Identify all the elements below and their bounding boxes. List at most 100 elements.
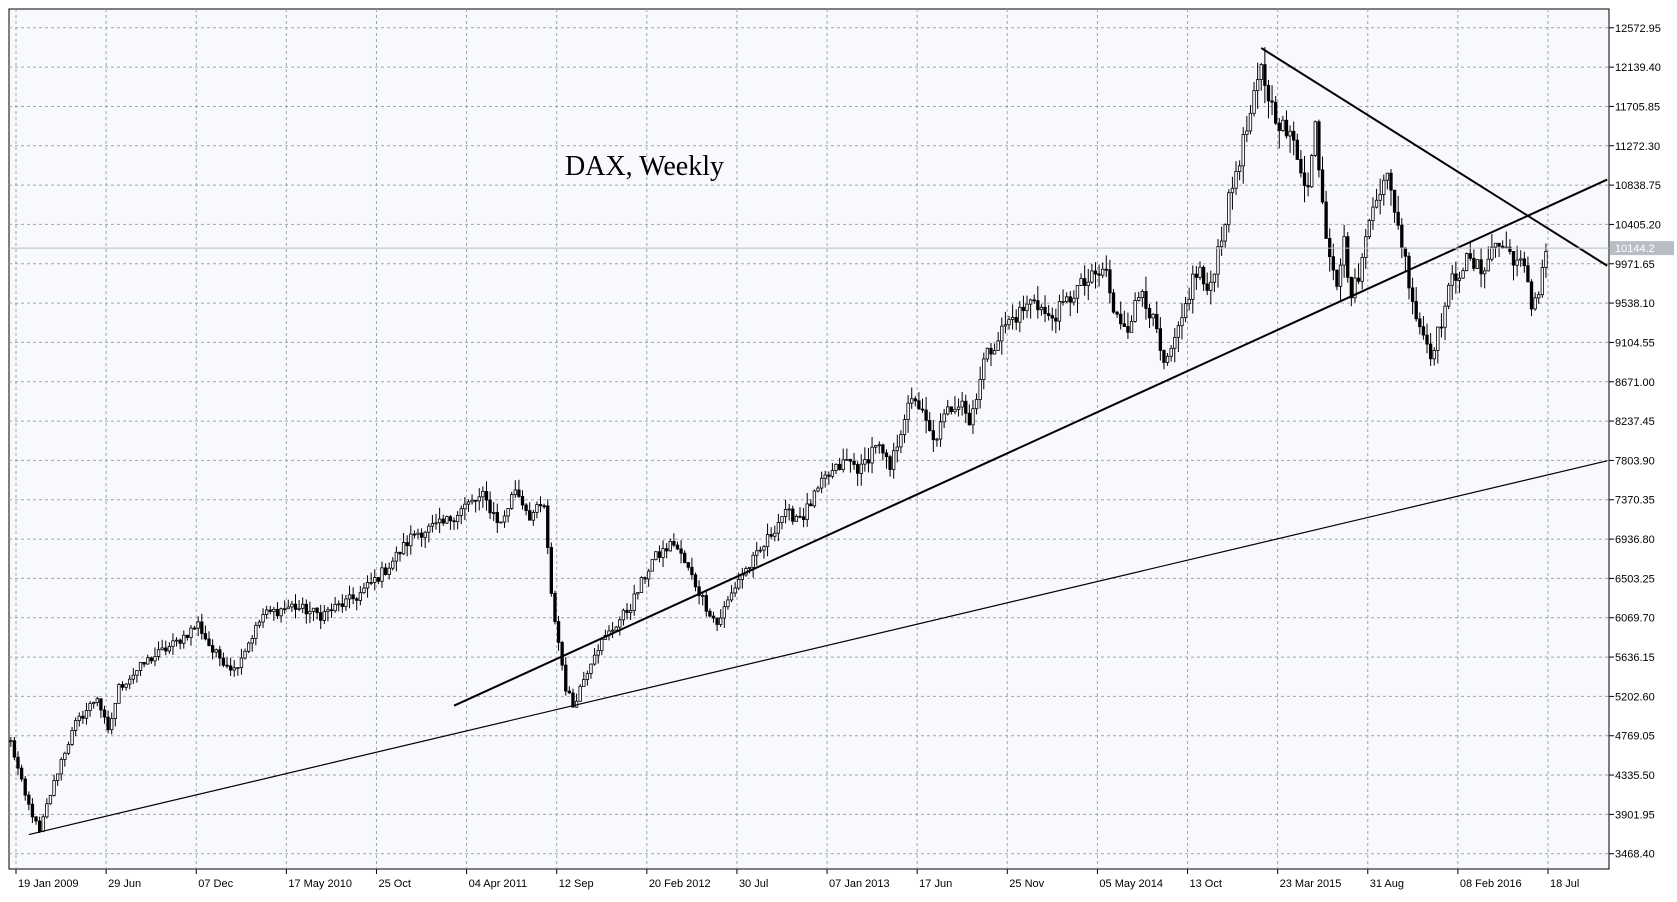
candle-body (391, 560, 395, 569)
candle-body (538, 504, 543, 507)
candle-body (455, 515, 460, 523)
candle-body (870, 446, 874, 464)
candle-body (1039, 306, 1044, 311)
candle-body (272, 608, 276, 612)
candle-body (27, 794, 31, 805)
candle-body (1097, 273, 1101, 276)
candle-body (1306, 185, 1310, 188)
candle-body (596, 650, 600, 656)
candle-body (120, 684, 125, 688)
candle-body (167, 645, 172, 652)
x-tick-label: 07 Dec (198, 878, 233, 890)
candle-body (488, 499, 492, 514)
candle-body (1115, 311, 1119, 315)
candle-body (1061, 301, 1065, 303)
candle-body (1299, 159, 1303, 174)
candle-body (1450, 273, 1454, 286)
candle-body (333, 603, 337, 612)
candle-body (888, 456, 892, 470)
candle-body (1281, 119, 1285, 131)
candle-body (971, 408, 975, 426)
candle-body (351, 594, 355, 600)
candle-body (1064, 296, 1069, 302)
candle-body (1090, 270, 1094, 283)
candle-body (329, 609, 334, 612)
plot-area (8, 8, 1610, 870)
candle-body (996, 340, 1000, 351)
candle-body (412, 533, 417, 536)
candle-body (1173, 336, 1177, 349)
candle-body (243, 650, 247, 659)
candle-body (401, 542, 406, 555)
candle-body (1212, 273, 1217, 283)
candle-body (70, 730, 74, 745)
candle-body (315, 607, 319, 614)
candle-body (322, 611, 326, 621)
candle-body (1515, 259, 1519, 266)
candle-body (1014, 317, 1018, 323)
candle-body (373, 577, 377, 583)
candle-body (52, 780, 56, 796)
candle-body (675, 544, 680, 550)
candle-body (1198, 266, 1202, 278)
candle-body (192, 627, 197, 630)
candle-body (809, 503, 813, 507)
candle-body (304, 603, 308, 615)
candle-body (690, 566, 694, 576)
candle-body (160, 647, 164, 651)
candle-body (459, 508, 463, 516)
grid-lines (9, 9, 1609, 869)
candle-body (275, 608, 280, 617)
candle-body (63, 752, 67, 760)
candle-body (1183, 303, 1188, 319)
y-tick-label: 9538.10 (1615, 298, 1655, 310)
x-tick-label: 04 Apr 2011 (469, 878, 528, 890)
candle-body (347, 594, 352, 600)
candle-body (106, 716, 110, 731)
candle-body (434, 522, 438, 525)
candle-body (254, 624, 258, 639)
candle-body (308, 610, 312, 615)
x-tick-label: 13 Oct (1190, 878, 1222, 890)
candle-body (722, 606, 726, 619)
candle-body (84, 710, 89, 719)
y-tick-label: 6503.25 (1615, 573, 1655, 585)
candle-body (1270, 100, 1274, 103)
candle-body (974, 399, 979, 410)
candle-body (445, 516, 449, 524)
candle-body (207, 638, 211, 646)
candle-body (1540, 267, 1544, 296)
candle-body (567, 690, 572, 694)
candle-body (711, 615, 716, 619)
candle-body (1176, 325, 1181, 338)
chart-title: DAX, Weekly (565, 151, 724, 182)
candle-body (117, 684, 121, 704)
candle-body (1140, 291, 1144, 298)
candle-body (1382, 179, 1386, 195)
y-tick-label: 3468.40 (1615, 849, 1655, 861)
candle-body (967, 412, 972, 426)
candle-body (852, 460, 856, 465)
candle-body (1086, 281, 1090, 286)
x-tick-label: 12 Sep (559, 878, 594, 890)
candle-body (34, 816, 38, 822)
candle-body (751, 554, 755, 568)
candle-body (664, 548, 669, 552)
candle-body (1544, 251, 1548, 268)
candle-body (859, 463, 863, 474)
candle-body (185, 634, 190, 638)
candle-body (1072, 297, 1076, 303)
candle-body (812, 490, 817, 507)
candle-body (19, 767, 24, 780)
y-tick-label: 10838.75 (1615, 180, 1661, 192)
candle-body (697, 586, 701, 597)
candle-body (1277, 122, 1281, 131)
candle-body (1288, 130, 1292, 137)
candle-body (729, 592, 734, 601)
candle-body (77, 715, 81, 721)
candle-body (1133, 300, 1137, 322)
candle-body (1129, 321, 1134, 333)
candle-body (1519, 258, 1523, 261)
candle-body (16, 756, 20, 769)
candle-body (1529, 281, 1534, 310)
